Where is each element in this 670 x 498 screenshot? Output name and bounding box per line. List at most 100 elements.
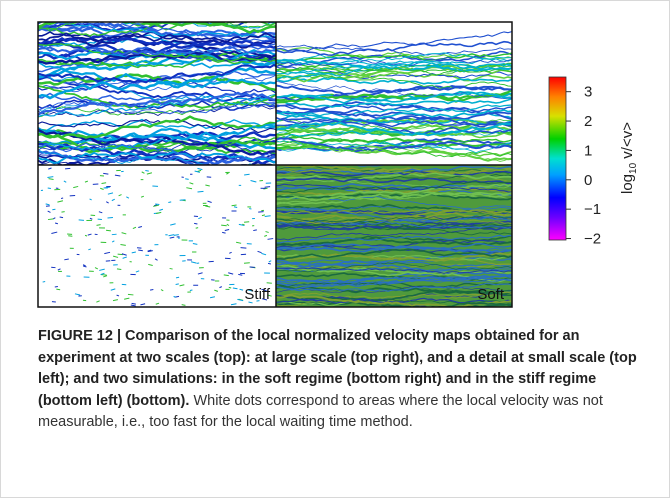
texture-dash xyxy=(130,304,136,307)
texture-dash xyxy=(175,283,179,285)
texture-line xyxy=(38,136,276,149)
texture-dash xyxy=(47,210,51,213)
texture-dash xyxy=(219,286,223,289)
texture-dash xyxy=(99,268,105,271)
texture-line xyxy=(276,208,512,217)
texture-dash xyxy=(84,180,89,183)
texture-line xyxy=(276,70,512,82)
texture-dash xyxy=(189,182,194,185)
colorbar-tick-label: −1 xyxy=(584,201,601,218)
texture-dash xyxy=(155,302,160,305)
texture-line xyxy=(276,60,512,81)
texture-line xyxy=(276,262,512,273)
texture-dash xyxy=(238,273,243,276)
texture-line xyxy=(276,253,512,261)
texture-dash xyxy=(214,289,219,292)
texture-dash xyxy=(197,190,204,193)
texture-dash xyxy=(57,268,61,271)
texture-dash xyxy=(121,253,127,256)
texture-dash xyxy=(160,289,164,292)
texture-line xyxy=(276,137,512,153)
texture-line xyxy=(276,118,512,130)
texture-dash xyxy=(197,167,203,171)
texture-dash xyxy=(261,252,267,256)
map-bg xyxy=(38,165,276,307)
texture-dash xyxy=(54,222,58,225)
texture-line xyxy=(276,84,512,96)
texture-dash xyxy=(253,229,257,232)
texture-dash xyxy=(207,200,212,203)
texture-dash xyxy=(192,242,198,245)
texture-dash xyxy=(169,236,175,239)
texture-dash xyxy=(121,232,127,235)
texture-dash xyxy=(267,294,272,297)
texture-line xyxy=(276,57,512,66)
texture-dash xyxy=(228,286,232,289)
caption-text: White dots correspond to areas where the… xyxy=(38,392,603,431)
texture-dash xyxy=(194,222,198,225)
texture-dash xyxy=(247,289,253,292)
texture-dash xyxy=(100,187,104,190)
texture-dash xyxy=(197,169,202,172)
texture-dash xyxy=(149,288,154,291)
texture-line xyxy=(276,143,512,157)
texture-line xyxy=(38,32,276,44)
texture-dash xyxy=(101,182,107,185)
texture-line xyxy=(276,239,512,252)
texture-dash xyxy=(155,211,162,215)
texture-dash xyxy=(122,256,127,259)
texture-dash xyxy=(82,264,86,267)
texture-line xyxy=(38,22,48,25)
texture-dash xyxy=(48,178,54,181)
texture-dash xyxy=(89,198,92,201)
texture-dash xyxy=(205,184,210,187)
texture-dash xyxy=(45,203,50,206)
texture-line xyxy=(276,121,512,137)
texture-line xyxy=(276,172,512,182)
texture-dash xyxy=(113,255,119,258)
texture-dash xyxy=(110,288,116,291)
texture-dash xyxy=(112,299,118,302)
texture-line xyxy=(276,291,512,299)
texture-dash xyxy=(195,227,199,229)
texture-line xyxy=(276,282,512,292)
texture-dash xyxy=(223,274,229,277)
texture-dash xyxy=(131,251,136,254)
texture-line xyxy=(276,248,512,260)
texture-dash xyxy=(120,243,126,246)
texture-dash xyxy=(107,192,114,195)
texture-dash xyxy=(244,221,250,223)
texture-line xyxy=(38,99,276,111)
texture-dash xyxy=(61,211,65,213)
texture-dash xyxy=(73,185,79,189)
texture-line xyxy=(276,141,512,158)
texture-dash xyxy=(226,223,230,227)
colorbar-tick-label: 1 xyxy=(584,142,592,159)
texture-dash xyxy=(181,304,186,306)
texture-line xyxy=(38,85,276,110)
texture-dash xyxy=(118,194,122,197)
texture-dash xyxy=(221,224,227,227)
texture-dash xyxy=(175,276,180,279)
texture-dash xyxy=(84,234,88,237)
texture-dash xyxy=(111,233,117,236)
texture-line xyxy=(38,91,276,117)
texture-line xyxy=(276,109,512,123)
colorbar-tick-label: 2 xyxy=(584,113,592,130)
texture-dash xyxy=(98,211,103,214)
texture-line xyxy=(55,22,276,38)
texture-line xyxy=(38,118,276,134)
texture-line xyxy=(38,73,276,92)
texture-line xyxy=(276,209,512,221)
texture-dash xyxy=(146,172,153,175)
texture-dash xyxy=(168,201,172,203)
texture-dash xyxy=(179,284,185,287)
texture-line xyxy=(276,193,512,201)
texture-line xyxy=(276,242,512,250)
texture-dash xyxy=(116,294,120,297)
texture-dash xyxy=(140,303,146,306)
texture-line xyxy=(276,214,512,223)
texture-line xyxy=(276,223,512,241)
texture-dash xyxy=(236,241,242,244)
texture-dash xyxy=(168,234,175,237)
